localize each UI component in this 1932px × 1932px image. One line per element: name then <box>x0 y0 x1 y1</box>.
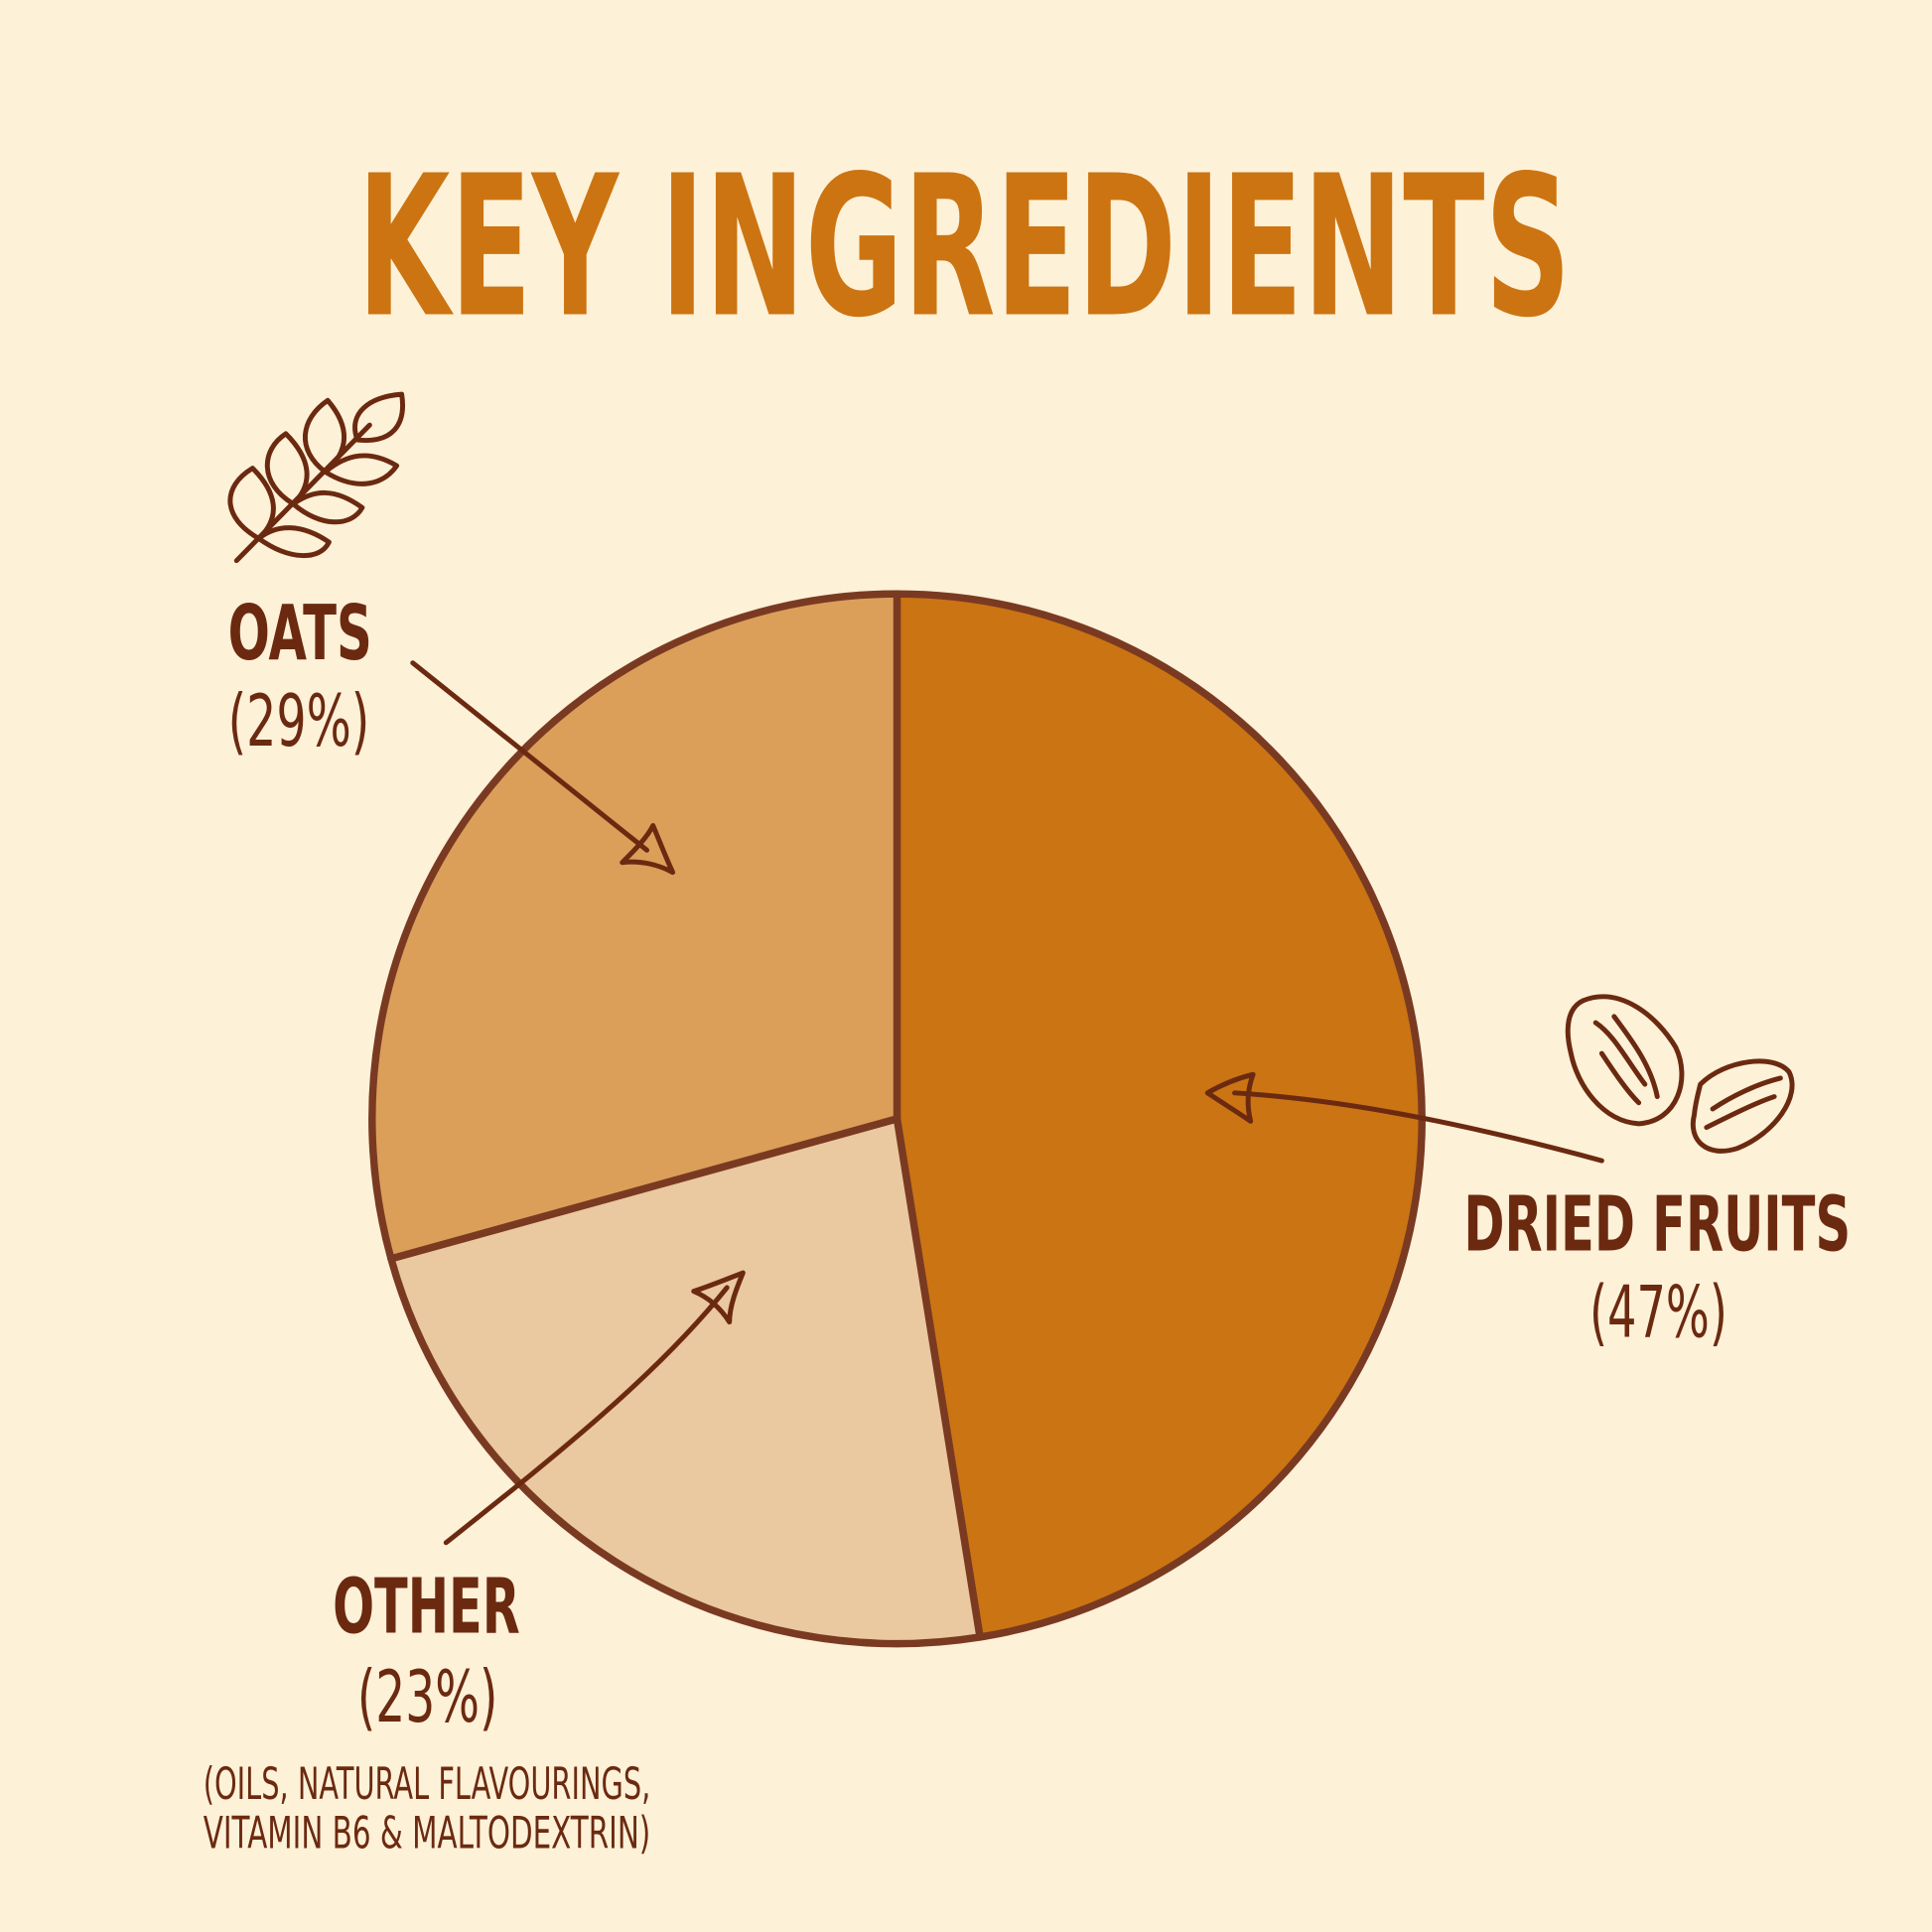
pie-slice-dried-fruits <box>893 590 1426 1641</box>
dried-fruits-percent-label: (47%) <box>1589 1271 1727 1354</box>
raisins-icon <box>1565 994 1795 1154</box>
oats-percent-label: (29%) <box>228 679 370 762</box>
other-percent-label: (23%) <box>357 1655 497 1738</box>
oats-arrow <box>410 660 676 876</box>
dried-fruits-label: DRIED FRUITS <box>1463 1181 1851 1270</box>
other-label: OTHER <box>333 1563 520 1651</box>
pie-slice-other <box>387 1115 984 1648</box>
pie-chart <box>368 590 1426 1648</box>
dried-fruits-arrow <box>1204 1071 1604 1164</box>
other-note-line-1: (OILS, NATURAL FLAVOURINGS, <box>204 1758 651 1810</box>
other-note-line-2: VITAMIN B6 & MALTODEXTRIN) <box>204 1808 651 1860</box>
other-arrow <box>443 1270 746 1546</box>
wheat-icon <box>227 391 405 564</box>
oats-label: OATS <box>228 590 372 678</box>
pie-slice-oats <box>368 590 901 1263</box>
chart-title: KEY INGREDIENTS <box>357 134 1571 360</box>
